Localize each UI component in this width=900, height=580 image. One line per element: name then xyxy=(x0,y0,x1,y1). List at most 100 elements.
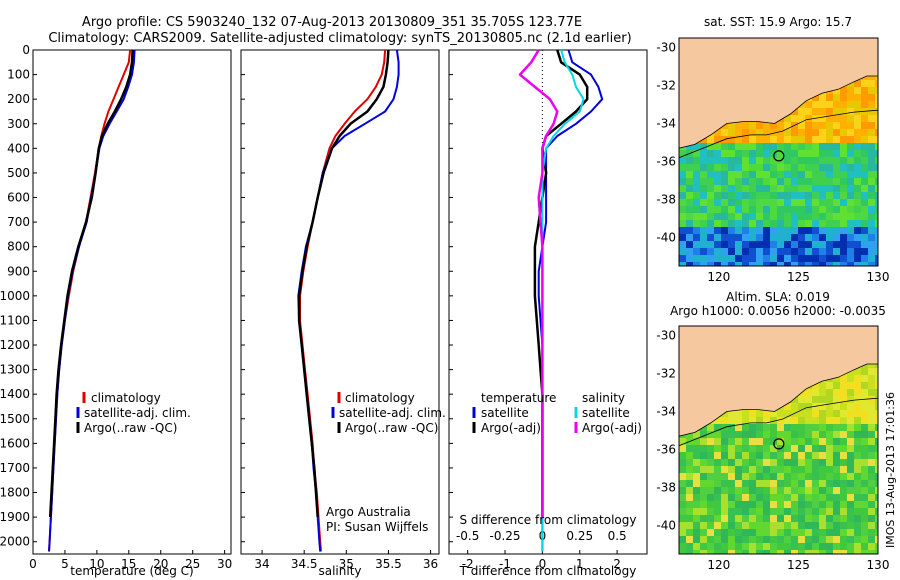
map-cell xyxy=(777,136,784,143)
map-cell xyxy=(756,122,763,129)
sla-map-subtitle: Argo h1000: 0.0056 h2000: -0.0035 xyxy=(670,304,886,318)
map-cell xyxy=(861,227,868,234)
map-cell xyxy=(784,255,791,262)
map-cell xyxy=(861,129,868,136)
map-cell xyxy=(763,487,770,494)
map-cell xyxy=(686,157,693,164)
map-cell xyxy=(735,129,742,136)
map-cell xyxy=(707,157,714,164)
map-cell xyxy=(763,255,770,262)
map-cell xyxy=(868,227,875,234)
map-cell xyxy=(805,255,812,262)
map-cell xyxy=(693,157,700,164)
x-tick-label: 25 xyxy=(185,557,200,571)
map-cell xyxy=(833,171,840,178)
map-cell xyxy=(868,101,875,108)
map-cell xyxy=(728,234,735,241)
x2-tick-label: 0.5 xyxy=(608,529,627,543)
map-cell xyxy=(840,136,847,143)
map-cell xyxy=(784,536,791,543)
map-cell xyxy=(784,480,791,487)
map-cell xyxy=(679,171,686,178)
map-cell xyxy=(847,101,854,108)
map-cell xyxy=(847,543,854,550)
map-cell xyxy=(735,522,742,529)
depth-tick-label: 1700 xyxy=(0,461,30,475)
map-cell xyxy=(833,136,840,143)
map-cell xyxy=(728,522,735,529)
map-cell xyxy=(875,438,878,445)
map-cell xyxy=(868,494,875,501)
map-cell xyxy=(861,417,868,424)
map-cell xyxy=(868,410,875,417)
map-cell xyxy=(798,431,805,438)
map-cell xyxy=(763,536,770,543)
map-cell xyxy=(826,115,833,122)
map-cell xyxy=(826,508,833,515)
map-cell xyxy=(833,157,840,164)
map-cell xyxy=(875,431,878,438)
map-y-tick-label: -40 xyxy=(656,231,676,245)
map-cell xyxy=(756,431,763,438)
map-cell xyxy=(875,480,878,487)
map-cell xyxy=(833,389,840,396)
shelf-contour xyxy=(679,109,878,159)
map-cell xyxy=(861,522,868,529)
map-cell xyxy=(735,466,742,473)
map-cell xyxy=(840,529,847,536)
map-cell xyxy=(840,438,847,445)
map-cell xyxy=(735,213,742,220)
map-cell xyxy=(826,241,833,248)
map-cell xyxy=(742,522,749,529)
map-cell xyxy=(686,452,693,459)
map-cell xyxy=(819,515,826,522)
map-cell xyxy=(833,101,840,108)
map-cell xyxy=(784,473,791,480)
map-cell xyxy=(875,94,878,101)
map-cell xyxy=(826,206,833,213)
map-cell xyxy=(728,550,735,554)
map-cell xyxy=(861,501,868,508)
map-cell xyxy=(791,220,798,227)
map-cell xyxy=(798,206,805,213)
x-tick-label: 34 xyxy=(254,557,269,571)
map-cell xyxy=(798,424,805,431)
salinity-panel-frame xyxy=(240,49,440,555)
map-cell xyxy=(686,234,693,241)
t-difference-axis-label: T difference from climatology xyxy=(459,564,637,578)
map-cell xyxy=(763,143,770,150)
map-cell xyxy=(700,150,707,157)
map-cell xyxy=(707,466,714,473)
map-cell xyxy=(784,501,791,508)
map-cell xyxy=(805,424,812,431)
map-cell xyxy=(840,536,847,543)
map-cell xyxy=(861,515,868,522)
map-cell xyxy=(819,150,826,157)
map-cell xyxy=(756,522,763,529)
map-cell xyxy=(875,529,878,536)
map-cell xyxy=(826,550,833,554)
map-cell xyxy=(728,480,735,487)
map-cell xyxy=(784,171,791,178)
map-cell xyxy=(735,150,742,157)
map-cell xyxy=(805,101,812,108)
depth-tick-label: 1100 xyxy=(0,313,30,327)
map-cell xyxy=(693,508,700,515)
map-cell xyxy=(840,403,847,410)
map-cell xyxy=(770,164,777,171)
map-cell xyxy=(861,452,868,459)
map-cell xyxy=(763,220,770,227)
map-cell xyxy=(784,143,791,150)
map-cell xyxy=(854,255,861,262)
map-cell xyxy=(784,438,791,445)
map-cell xyxy=(805,178,812,185)
map-cell xyxy=(700,171,707,178)
map-cell xyxy=(798,452,805,459)
map-cell xyxy=(763,227,770,234)
map-cell xyxy=(847,515,854,522)
map-cell xyxy=(833,403,840,410)
map-cell xyxy=(875,150,878,157)
map-cell xyxy=(854,494,861,501)
map-cell xyxy=(777,431,784,438)
depth-tick-label: 1500 xyxy=(0,412,30,426)
